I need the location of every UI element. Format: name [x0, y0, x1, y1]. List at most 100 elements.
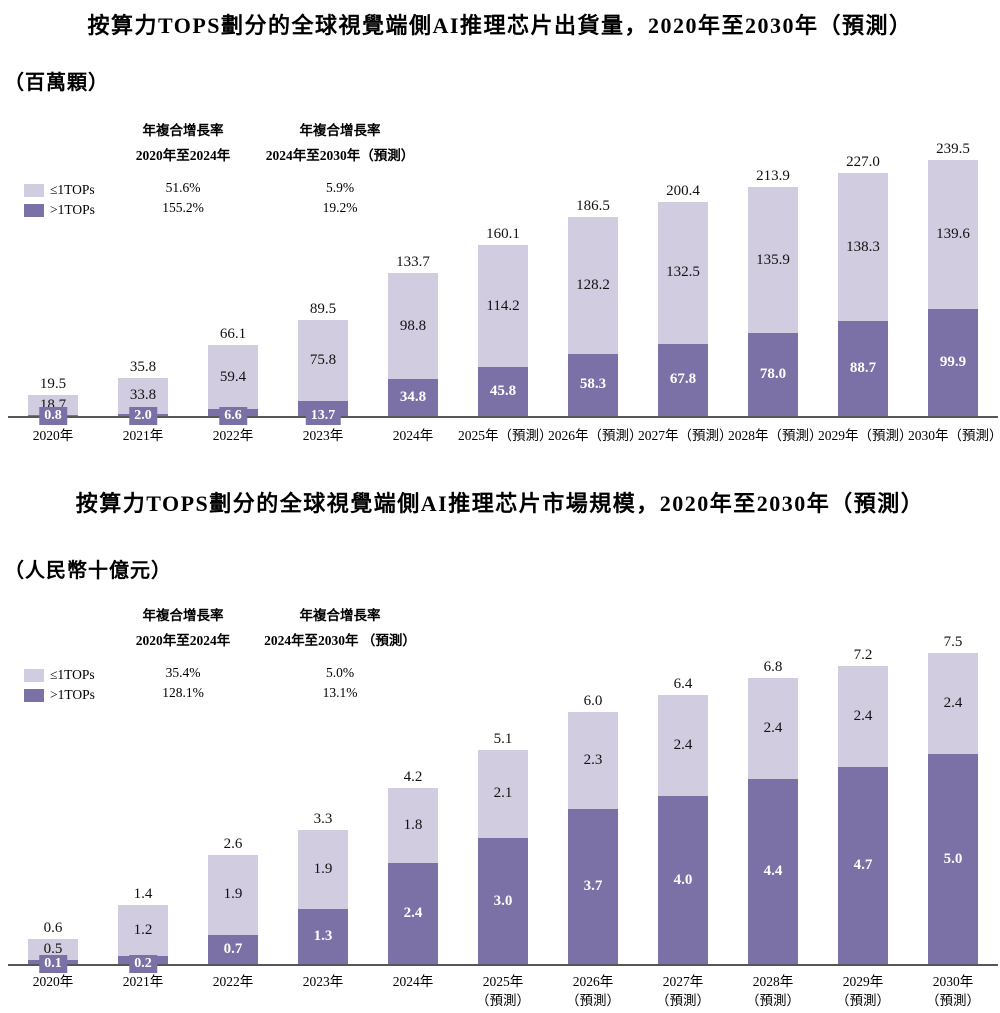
chart-title: 按算力TOPS劃分的全球視覺端側AI推理芯片市場規模，2020年至2030年（預… — [75, 491, 925, 516]
light-segment-label: 2.1 — [493, 785, 513, 802]
bar-segment-dark — [478, 367, 528, 416]
total-label: 19.5 — [39, 376, 67, 393]
bar-segment-light — [28, 938, 78, 960]
bar-segment-light — [568, 712, 618, 809]
light-segment-label: 2.3 — [583, 751, 603, 768]
dark-segment-label: 45.8 — [489, 383, 517, 400]
bar-segment-light — [298, 829, 348, 910]
dark-segment-label: 5.0 — [943, 850, 963, 867]
total-label: 1.4 — [133, 886, 153, 903]
light-segment-label: 1.8 — [403, 816, 423, 833]
bar-column: 6.0 2.3 3.7 — [548, 651, 638, 964]
x-axis-label-line1: 2028年 — [752, 974, 794, 989]
total-label: 186.5 — [576, 197, 610, 214]
dark-value-badge: 6.6 — [219, 407, 247, 425]
light-segment-label: 128.2 — [576, 276, 610, 293]
dark-segment-label: 78.0 — [759, 365, 787, 382]
x-axis-label-line2: （預測） — [926, 993, 980, 1008]
bar-column: 89.5 75.8 13.7 — [278, 162, 368, 425]
bar-segment-dark — [928, 309, 978, 416]
cagr-value: 5.9% — [325, 180, 355, 195]
x-axis-label: 2027年（預測） — [638, 972, 728, 1010]
bar-segment-dark — [658, 796, 708, 964]
x-axis-label-line2: （預測） — [476, 993, 530, 1008]
dark-segment-label: 88.7 — [849, 360, 877, 377]
bar-segment-light — [388, 273, 438, 379]
legend-item-light: ≤1TOPs — [24, 665, 124, 685]
x-axis-label: 2029年 （預測） — [818, 972, 908, 1010]
cagr-period: 2020年至2024年 — [135, 148, 231, 163]
bar-column: 3.3 1.9 1.3 — [278, 651, 368, 964]
total-label: 200.4 — [666, 182, 700, 199]
chart-title: 按算力TOPS劃分的全球視覺端側AI推理芯片出貨量，2020年至2030年（預測… — [87, 13, 913, 38]
bar-column: 19.5 18.7 0.8 — [8, 162, 98, 425]
bar-segment-dark — [838, 321, 888, 416]
light-segment-label: 2.4 — [943, 695, 963, 712]
legend-swatch-dark — [24, 688, 44, 702]
bar-segment-dark — [748, 779, 798, 964]
bar-segment-dark — [928, 754, 978, 964]
x-axis-label: 2028年（預測） — [728, 428, 823, 443]
light-segment-label: 59.4 — [219, 368, 247, 385]
bar-segment-light — [928, 653, 978, 754]
x-axis-label: 2027年（預測） — [638, 428, 733, 443]
light-segment-label: 2.4 — [853, 707, 873, 724]
dark-segment-label: 0.7 — [223, 940, 243, 957]
light-segment-label: 0.5 — [43, 940, 63, 957]
x-axis-label-line1: 2025年 — [482, 974, 524, 989]
bar-column: 7.5 2.4 5.0 — [908, 635, 998, 964]
cagr-value: 35.4% — [165, 665, 201, 680]
total-label: 66.1 — [219, 326, 247, 343]
cagr-header: 年複合增長率 — [299, 123, 381, 138]
x-axis-label: 2024年 — [392, 428, 434, 443]
legend-cagr-block: 年複合增長率 年複合增長率 2020年至2024年 2024年至2030年 （預… — [24, 608, 438, 705]
x-axis-label-line1: 2030年 — [932, 974, 974, 989]
total-label: 213.9 — [756, 168, 790, 185]
legend-item-dark: >1TOPs — [24, 200, 124, 220]
bar-segment-dark — [298, 909, 348, 964]
dark-value-badge: 0.1 — [39, 955, 67, 973]
dark-value-badge: 0.8 — [39, 407, 67, 425]
dark-segment-label: 4.4 — [763, 863, 783, 880]
total-label: 6.8 — [763, 659, 783, 676]
legend-item-light: ≤1TOPs — [24, 180, 124, 200]
dark-segment-label: 67.8 — [669, 371, 697, 388]
light-segment-label: 2.4 — [763, 720, 783, 737]
bar-column: 0.6 0.5 0.1 — [8, 651, 98, 973]
bar-column: 6.8 2.4 4.4 — [728, 651, 818, 964]
bar-segment-light — [658, 201, 708, 344]
total-label: 89.5 — [309, 301, 337, 318]
bar-column: 200.4 132.5 67.8 — [638, 162, 728, 416]
x-axis-labels: 2020年 2021年 2022年 2023年 2024年 2025年（預測）2026年（… — [8, 426, 1000, 445]
legend-label: >1TOPs — [50, 202, 95, 217]
x-axis-label: 2020年 — [32, 974, 74, 989]
bar-segment-dark — [748, 332, 798, 416]
dark-segment-label: 34.8 — [399, 388, 427, 405]
bar-segment-light — [118, 905, 168, 956]
unit-label: （人民幣十億元） — [4, 560, 172, 582]
bar-segment-dark — [208, 934, 258, 964]
x-axis-label: 2028年（預測） — [728, 972, 818, 1010]
bar-segment-dark — [568, 808, 618, 964]
cagr-value: 155.2% — [162, 200, 204, 215]
bar-column: 186.5 128.2 58.3 — [548, 162, 638, 416]
bar-column: 213.9 135.9 78.0 — [728, 162, 818, 416]
bar-segment-light — [748, 187, 798, 333]
bar-segment-dark — [388, 378, 438, 416]
total-label: 133.7 — [396, 254, 430, 271]
bar-segment-dark — [388, 863, 438, 964]
light-segment-label: 135.9 — [756, 251, 790, 268]
bar-segment-light — [298, 320, 348, 402]
unit-label: （百萬顆） — [4, 72, 109, 94]
x-axis-label: 2025年（預測） — [458, 428, 553, 443]
total-label: 160.1 — [486, 225, 520, 242]
cagr-header: 年複合增長率 — [142, 608, 224, 623]
dark-value-badge: 0.2 — [129, 955, 157, 973]
bar-column: 6.4 2.4 4.0 — [638, 651, 728, 964]
cagr-period: 2024年至2030年 （預測） — [264, 633, 416, 648]
spacer — [24, 123, 124, 148]
light-segment-label: 1.9 — [313, 861, 333, 877]
bar-segment-light — [208, 345, 258, 409]
light-segment-label: 98.8 — [399, 317, 427, 334]
dark-value-badge: 2.0 — [129, 407, 157, 425]
